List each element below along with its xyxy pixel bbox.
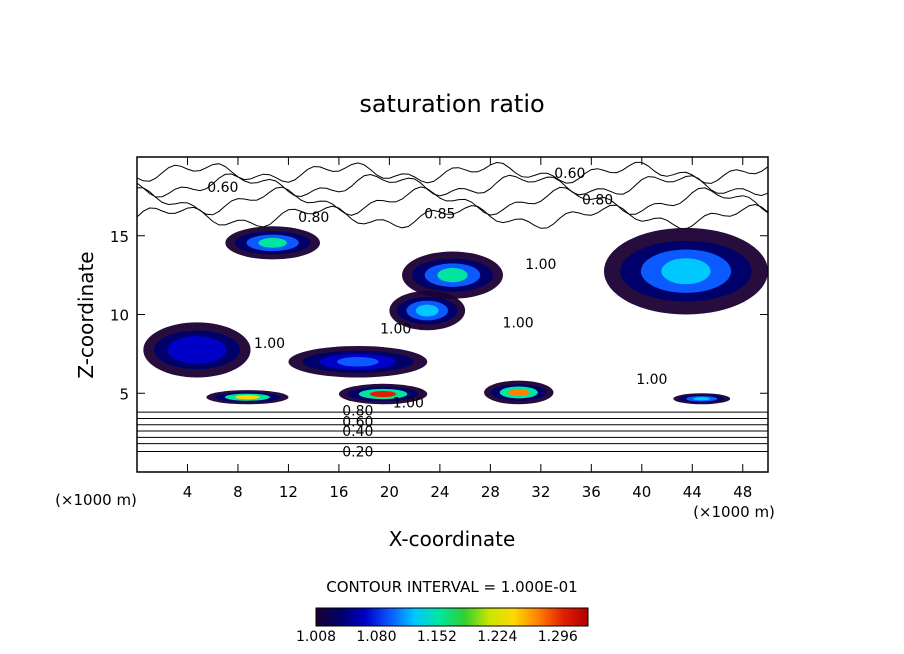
contour-label: 1.00 xyxy=(380,322,411,338)
colorbar-tick-label: 1.080 xyxy=(356,629,396,645)
x-unit-left: (×1000 m) xyxy=(55,491,137,509)
x-tick-label: 24 xyxy=(430,483,449,501)
contour-label: 0.80 xyxy=(582,193,613,209)
cloud-region xyxy=(206,390,289,405)
contour-line xyxy=(137,186,768,216)
x-tick-label: 16 xyxy=(329,483,348,501)
colorbar xyxy=(315,607,589,627)
contour-line xyxy=(137,173,768,198)
contour-line xyxy=(137,203,768,230)
colorbar-tick-label: 1.152 xyxy=(417,629,457,645)
colorbar-tick-label: 1.224 xyxy=(477,629,517,645)
contour-line xyxy=(137,161,768,184)
colorbar-ticks: 1.008 1.080 1.152 1.224 1.296 xyxy=(296,629,578,645)
x-tick-label: 8 xyxy=(233,483,243,501)
x-tick-label: 44 xyxy=(683,483,702,501)
contour-label: 1.00 xyxy=(254,336,285,352)
cloud-region xyxy=(484,380,554,405)
cloud-region xyxy=(402,251,503,299)
plot-area: 0.600.600.800.800.851.001.00 1.001.001.00… xyxy=(137,161,768,461)
contour-interval-label: CONTOUR INTERVAL = 1.000E-01 xyxy=(326,578,577,596)
y-axis-label: Z-coordinate xyxy=(74,251,98,378)
contour-label: 0.60 xyxy=(554,166,585,182)
x-tick-label: 32 xyxy=(531,483,550,501)
x-tick-label: 48 xyxy=(733,483,752,501)
y-tick-label: 15 xyxy=(110,228,129,246)
colorbar-tick-label: 1.008 xyxy=(296,629,336,645)
cloud-region xyxy=(673,393,731,405)
contour-label: 0.20 xyxy=(342,445,373,461)
x-tick-label: 28 xyxy=(481,483,500,501)
x-tick-label: 40 xyxy=(632,483,651,501)
cloud-region xyxy=(338,383,428,405)
colorbar-tick-label: 1.296 xyxy=(538,629,578,645)
contour-label: 0.40 xyxy=(342,424,373,440)
contour-label: 0.60 xyxy=(207,180,238,196)
y-tick-label: 5 xyxy=(119,385,129,403)
x-tick-label: 20 xyxy=(380,483,399,501)
contour-label: 0.80 xyxy=(342,404,373,420)
x-tick-label: 12 xyxy=(279,483,298,501)
cloud-region xyxy=(603,227,768,315)
x-axis-label: X-coordinate xyxy=(389,527,516,551)
cloud-region xyxy=(225,226,320,260)
contour-label: 0.85 xyxy=(424,207,455,223)
x-unit-right: (×1000 m) xyxy=(693,503,775,521)
cloud-region xyxy=(143,322,251,378)
x-tick-label: 36 xyxy=(582,483,601,501)
contour-label: 1.00 xyxy=(636,372,667,388)
chart-title: saturation ratio xyxy=(359,90,544,118)
contour-label: 1.00 xyxy=(503,315,534,331)
contour-label: 1.00 xyxy=(393,396,424,412)
cloud-region xyxy=(288,346,428,378)
y-tick-label: 10 xyxy=(110,307,129,325)
contour-label: 1.00 xyxy=(525,257,556,273)
contour-label: 0.80 xyxy=(298,210,329,226)
cloud-region xyxy=(389,290,466,331)
contour-label: 0.60 xyxy=(342,415,373,431)
x-tick-label: 4 xyxy=(183,483,193,501)
